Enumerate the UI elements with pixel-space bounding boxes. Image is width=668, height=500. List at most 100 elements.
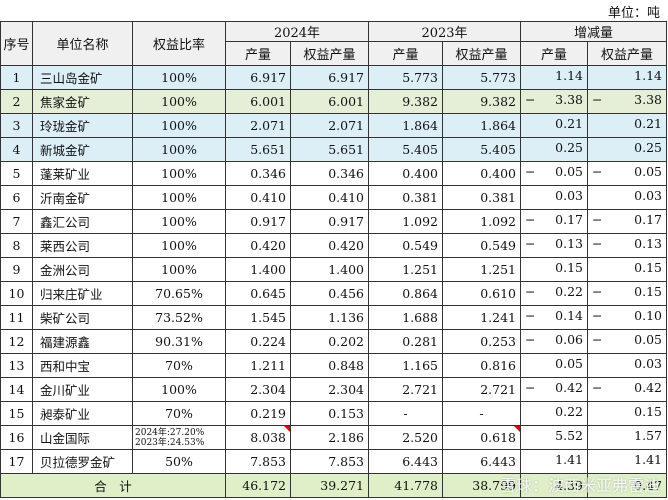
gold-production-table: 序号 单位名称 权益比率 2024年 2023年 增减量 产量 权益产量 产量 … — [0, 21, 668, 498]
change-value: 0.05 — [555, 356, 583, 371]
cell-equity-2023: 6.443 — [442, 449, 521, 474]
cell-output-2024: 0.410 — [225, 185, 291, 210]
cell-equity-change: − 0.05 — [586, 329, 668, 354]
cell-output-2023: 5.773 — [368, 65, 443, 90]
cell-output-2024: 2.071 — [225, 113, 291, 138]
table-row: 8 莱西公司 100% 0.420 0.420 0.549 0.549 −0.1… — [0, 233, 668, 258]
cell-seq: 10 — [0, 281, 33, 306]
table-row: 4 新城金矿 100% 5.651 5.651 5.405 5.405 0.25… — [0, 137, 668, 162]
cell-equity-2023: 0.816 — [442, 353, 521, 378]
change-value: 0.05 — [634, 332, 663, 347]
change-value: 0.15 — [634, 260, 663, 275]
cell-ratio: 100% — [132, 65, 226, 90]
cell-equity-change: − 3.38 — [586, 89, 668, 114]
cell-ratio-two-year: 2024年:27.20% 2023年:24.53% — [132, 425, 226, 450]
table-row: 12 福建源鑫 90.31% 0.224 0.202 0.281 0.253 −… — [0, 329, 668, 354]
total-output-change: 4.39 — [520, 473, 588, 498]
change-value: 0.13 — [555, 236, 583, 251]
change-value: 0.14 — [555, 308, 583, 323]
cell-output-change: − 3.38 — [520, 89, 588, 114]
cell-seq: 17 — [0, 449, 33, 474]
cell-output-change: 0.21 — [520, 113, 588, 138]
cell-ratio: 50% — [132, 449, 226, 474]
cell-ratio: 70% — [132, 353, 226, 378]
header-2024: 2024年 — [225, 21, 369, 42]
cell-output-2023: 2.721 — [368, 377, 443, 402]
cell-name: 三山岛金矿 — [32, 65, 133, 90]
cell-equity-2023: 0.253 — [442, 329, 521, 354]
cell-equity-change: − 0.15 — [586, 281, 668, 306]
cell-output-2024: 6.001 — [225, 89, 291, 114]
change-value: 0.21 — [555, 116, 583, 131]
cell-name: 金川矿业 — [32, 377, 133, 402]
cell-seq: 3 — [0, 113, 33, 138]
change-value: 0.17 — [634, 212, 663, 227]
cell-equity-2024: 0.346 — [290, 161, 369, 186]
change-value: 3.38 — [634, 92, 663, 107]
cell-equity-2024: 0.848 — [290, 353, 369, 378]
cell-equity-2023: 0.400 — [442, 161, 521, 186]
change-value: 0.15 — [634, 404, 663, 419]
change-value: 0.15 — [634, 284, 663, 299]
cell-equity-change: 1.14 — [586, 65, 668, 90]
cell-output-2023: 1.688 — [368, 305, 443, 330]
cell-name: 沂南金矿 — [32, 185, 133, 210]
table-row: 2 焦家金矿 100% 6.001 6.001 9.382 9.382 −3.3… — [0, 89, 668, 114]
cell-output-change: 0.25 — [520, 137, 588, 162]
cell-ratio: 100% — [132, 209, 226, 234]
cell-seq: 11 — [0, 305, 33, 330]
cell-equity-change: 0.15 — [586, 257, 668, 282]
cell-output-change: − 0.17 — [520, 209, 588, 234]
cell-output-2024: 0.346 — [225, 161, 291, 186]
cell-name: 焦家金矿 — [32, 89, 133, 114]
cell-ratio: 100% — [132, 377, 226, 402]
cell-output-2024: 0.645 — [225, 281, 291, 306]
table-row: 5 蓬莱矿业 100% 0.346 0.346 0.400 0.400 −0.0… — [0, 161, 668, 186]
table-row: 10 归来庄矿业 70.65% 0.645 0.456 0.864 0.610 … — [0, 281, 668, 306]
cell-output-2024: 0.420 — [225, 233, 291, 258]
cell-name: 莱西公司 — [32, 233, 133, 258]
cell-ratio: 100% — [132, 185, 226, 210]
cell-equity-2023: 0.381 — [442, 185, 521, 210]
cell-equity-2023: 5.405 — [442, 137, 521, 162]
cell-output-2023: - — [368, 401, 443, 426]
cell-equity-2023: 0.549 — [442, 233, 521, 258]
cell-output-2024: 2.304 — [225, 377, 291, 402]
cell-output-2023: 0.281 — [368, 329, 443, 354]
cell-equity-2023: 1.241 — [442, 305, 521, 330]
total-label: 合 计 — [0, 473, 226, 498]
cell-output-change: 0.03 — [520, 185, 588, 210]
table-row: 11 柴矿公司 73.52% 1.545 1.136 1.688 1.241 −… — [0, 305, 668, 330]
cell-output-change: 5.52 — [520, 425, 588, 450]
minus-sign: − — [525, 332, 536, 347]
table-row: 16 山金国际 2024年:27.20% 2023年:24.53% 8.038 2… — [0, 425, 668, 450]
change-value: 0.03 — [634, 356, 663, 371]
cell-output-2024: 1.545 — [225, 305, 291, 330]
cell-output-2023: 0.400 — [368, 161, 443, 186]
header-output-change: 产量 — [520, 41, 588, 66]
change-value: 1.41 — [634, 452, 663, 467]
minus-sign: − — [525, 380, 536, 395]
minus-sign: − — [525, 308, 536, 323]
cell-equity-2023: 1.864 — [442, 113, 521, 138]
cell-output-change: − 0.05 — [520, 161, 588, 186]
table-row: 14 金川矿业 100% 2.304 2.304 2.721 2.721 −0.… — [0, 377, 668, 402]
cell-output-2023: 0.864 — [368, 281, 443, 306]
cell-equity-change: 0.25 — [586, 137, 668, 162]
minus-sign: − — [525, 284, 536, 299]
minus-sign: − — [592, 236, 603, 251]
unit-label: 单位：吨 — [607, 6, 660, 21]
cell-equity-change: − 0.13 — [586, 233, 668, 258]
change-value: 0.03 — [634, 188, 663, 203]
cell-name: 新城金矿 — [32, 137, 133, 162]
cell-equity-2023: 1.251 — [442, 257, 521, 282]
cell-seq: 1 — [0, 65, 33, 90]
change-value: 0.21 — [634, 116, 663, 131]
header-name: 单位名称 — [32, 21, 133, 66]
cell-equity-change: 1.57 — [586, 425, 668, 450]
cell-name: 福建源鑫 — [32, 329, 133, 354]
minus-sign: − — [592, 308, 603, 323]
cell-equity-2023: 5.773 — [442, 65, 521, 90]
cell-output-change: − 0.06 — [520, 329, 588, 354]
cell-seq: 8 — [0, 233, 33, 258]
